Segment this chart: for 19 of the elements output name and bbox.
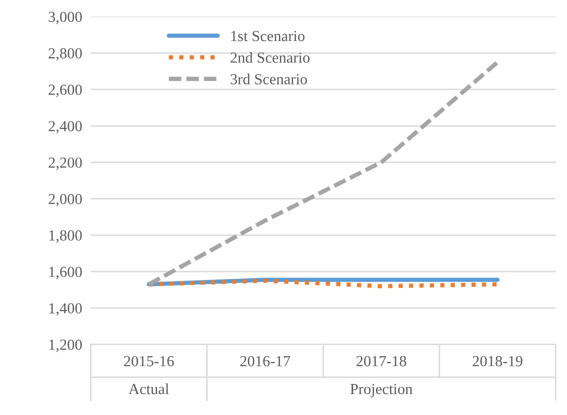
x-tick-label: 2016-17 — [240, 356, 290, 366]
legend-label: 2nd Scenario — [230, 52, 310, 63]
y-tick-label: 2,800 — [48, 48, 82, 61]
legend-label: 1st Scenario — [231, 30, 304, 42]
x-tick-label: 2018-19 — [472, 356, 522, 366]
y-tick-label: 1,400 — [49, 303, 82, 316]
y-tick-label: 1,200 — [49, 340, 82, 352]
x-tick-label: 2017-18 — [356, 356, 406, 366]
legend-label: 3rd Scenario — [230, 74, 308, 84]
y-tick-label: 1,600 — [49, 266, 82, 280]
text: Projection — [350, 384, 412, 398]
y-tick-label: 2,200 — [48, 157, 82, 170]
x-tick-label: 2015-16 — [124, 356, 174, 366]
y-tick-label: 1,800 — [49, 230, 82, 243]
y-tick-label: 2,400 — [48, 121, 82, 134]
y-tick-label: 2,000 — [48, 194, 82, 206]
text: Actual — [128, 383, 169, 394]
y-tick-label: 2,600 — [48, 84, 82, 98]
y-tick-label: 3,000 — [48, 12, 82, 24]
